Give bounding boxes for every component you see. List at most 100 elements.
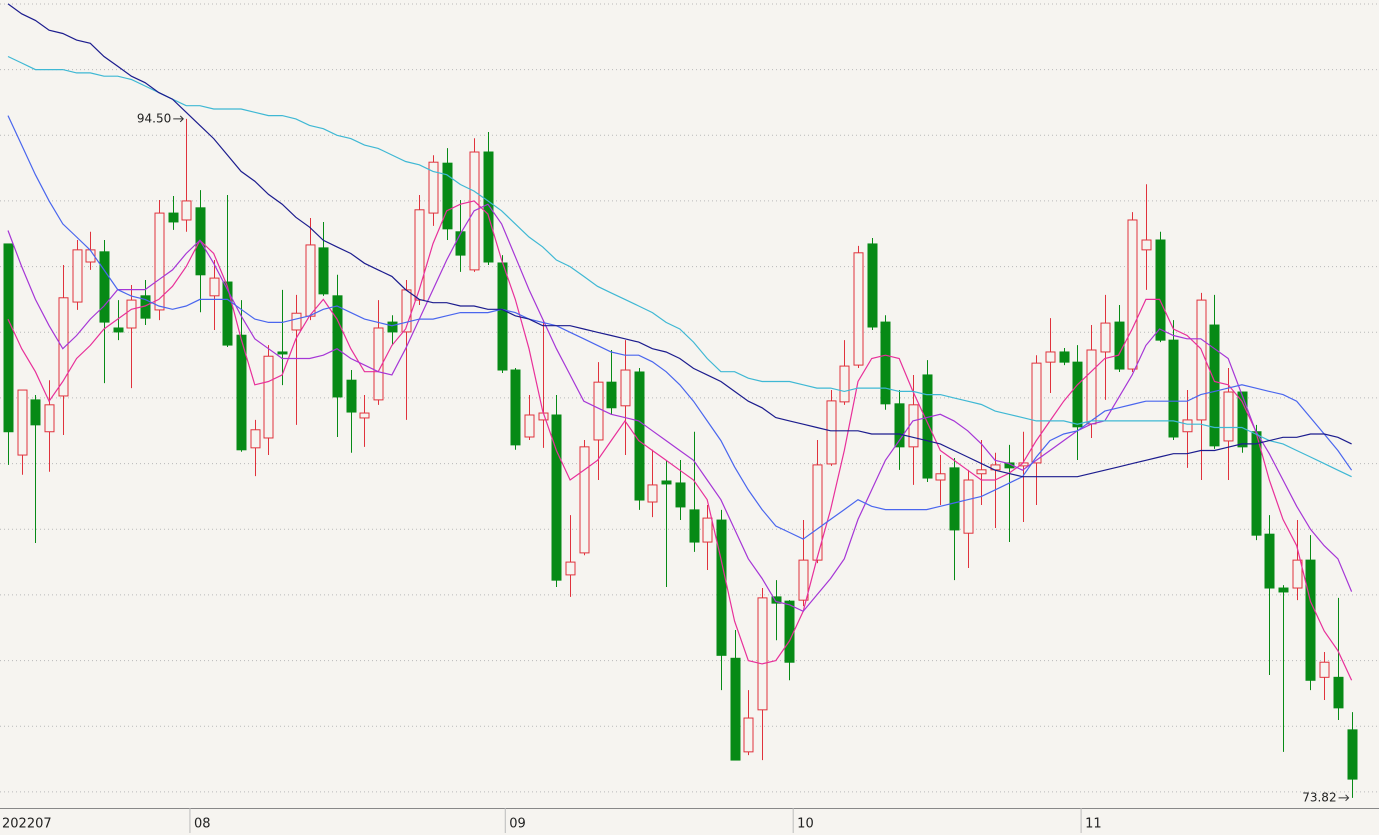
candle-body [1196, 299, 1207, 421]
candle-body [798, 559, 809, 601]
candle-body [17, 389, 28, 456]
candle-body [222, 281, 233, 346]
candle-body [250, 429, 261, 449]
candle-body [689, 509, 700, 543]
candle-body [168, 212, 179, 223]
candle-body [291, 312, 302, 331]
high-annotation: 94.50 [137, 111, 171, 125]
candle-body [181, 200, 192, 221]
candle-body [551, 414, 562, 581]
candle-body [675, 482, 686, 508]
candle-body [634, 371, 645, 501]
candle-body [332, 295, 343, 398]
ma-line [7, 115, 1353, 540]
ma-line [7, 55, 1352, 478]
candle-body [565, 561, 576, 576]
ma-line [7, 3, 1352, 478]
candle-body [606, 381, 617, 409]
candle-body [894, 403, 905, 448]
candle-body [1278, 587, 1289, 593]
candle-body [935, 473, 946, 481]
candle-body [428, 161, 439, 214]
candle-body [661, 480, 672, 485]
candle-body [524, 414, 535, 438]
candle-body [497, 262, 508, 371]
candle-body [373, 327, 384, 401]
candle-body [72, 249, 83, 303]
candles [3, 118, 1358, 798]
candle-body [963, 479, 974, 534]
ma-line [7, 200, 1353, 681]
candle-body [839, 365, 850, 403]
candle-body [1223, 391, 1234, 442]
candle-body [99, 251, 110, 323]
x-tick-label: 08 [194, 817, 211, 832]
candle-body [1004, 462, 1015, 469]
candle-body [1347, 729, 1358, 780]
candle-body [1100, 322, 1111, 353]
candle-body [1333, 676, 1344, 709]
candle-body [442, 162, 453, 230]
x-tick-label: 10 [797, 817, 814, 832]
candle-body [154, 212, 165, 311]
candle-body [853, 252, 864, 366]
candle-body [414, 209, 425, 301]
candle-body [1031, 362, 1042, 464]
candle-body [1127, 219, 1138, 370]
candle-body [1086, 349, 1097, 425]
candle-body [771, 596, 782, 604]
candle-body [867, 243, 878, 328]
candle-body [305, 244, 316, 317]
candle-body [1264, 533, 1275, 589]
low-annotation: 73.82 [1302, 790, 1336, 804]
candle-body [716, 519, 727, 656]
candle-body [510, 369, 521, 446]
candle-body [1292, 559, 1303, 589]
candle-body [1182, 419, 1193, 433]
candle-body [1209, 324, 1220, 447]
x-tick-label: 202207 [2, 817, 52, 832]
candle-body [593, 381, 604, 441]
candle-body [3, 243, 14, 433]
candle-body [826, 400, 837, 465]
candle-body [579, 446, 590, 554]
candle-body [236, 334, 247, 451]
candle-body [1155, 239, 1166, 341]
candle-body [58, 297, 69, 397]
x-tick-label: 09 [509, 817, 526, 832]
candle-body [1072, 361, 1083, 428]
candle-body [1141, 239, 1152, 251]
candle-body [784, 600, 795, 663]
candle-body [908, 404, 919, 448]
x-tick-label: 11 [1085, 817, 1102, 832]
candle-body [209, 277, 220, 297]
candle-body [346, 379, 357, 413]
candle-body [359, 412, 370, 419]
candle-body [277, 351, 288, 355]
candle-body [1045, 351, 1056, 363]
candle-body [1237, 391, 1248, 448]
candle-body [812, 464, 823, 561]
candle-body [1059, 351, 1070, 363]
low-annotation-arrow [1338, 794, 1350, 802]
candle-body [743, 717, 754, 753]
candle-body [1305, 559, 1316, 681]
candle-body [1114, 321, 1125, 370]
candle-body [483, 151, 494, 263]
candle-body [922, 374, 933, 479]
candle-body [455, 231, 466, 256]
candle-body [730, 657, 741, 761]
candle-body [387, 321, 398, 333]
high-annotation-arrow [173, 115, 184, 123]
candle-body [126, 299, 137, 329]
candle-body [757, 597, 768, 711]
candle-body [620, 369, 631, 407]
candle-body [44, 404, 55, 433]
candle-body [113, 327, 124, 333]
candle-body [880, 321, 891, 405]
ma-line [7, 203, 1353, 613]
candle-body [949, 467, 960, 531]
